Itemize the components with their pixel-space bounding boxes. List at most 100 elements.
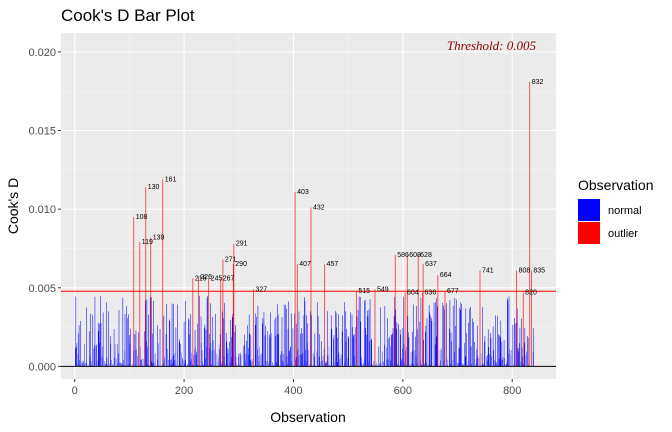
bar-normal <box>312 353 314 367</box>
bar-normal <box>82 363 83 367</box>
bar-normal <box>318 356 320 367</box>
y-axis-label: Cook's D <box>5 178 21 234</box>
bar-normal <box>313 356 315 367</box>
bar-normal <box>450 363 451 367</box>
bar-normal <box>376 362 377 367</box>
bar-normal <box>210 303 211 367</box>
normal-bars <box>74 295 534 367</box>
bar-normal <box>500 320 502 367</box>
bar-normal <box>79 365 81 367</box>
bar-normal <box>93 348 95 367</box>
bar-normal <box>393 315 395 367</box>
bar-outlier <box>150 237 152 367</box>
bar-normal <box>231 317 233 367</box>
bar-normal <box>91 365 92 367</box>
bar-normal <box>371 364 373 367</box>
x-tick-label: 800 <box>503 385 521 397</box>
bar-normal <box>289 347 291 367</box>
bar-normal <box>227 353 229 367</box>
bar-normal <box>171 303 173 367</box>
bar-normal <box>290 346 292 367</box>
bar-normal <box>249 333 251 367</box>
bar-normal <box>355 327 357 367</box>
bar-normal <box>416 362 418 367</box>
bar-normal <box>276 361 277 367</box>
bar-normal <box>112 363 113 367</box>
bar-normal <box>274 319 276 367</box>
bar-normal <box>144 300 146 367</box>
bar-normal <box>380 307 381 367</box>
bar-normal <box>175 365 176 367</box>
bar-normal <box>191 359 193 367</box>
bar-normal <box>412 331 413 367</box>
bar-normal <box>364 299 366 367</box>
bar-normal <box>435 298 437 367</box>
bar-normal <box>102 312 104 367</box>
bar-normal <box>512 324 514 367</box>
bar-normal <box>495 315 496 367</box>
bar-normal <box>498 358 500 367</box>
bar-normal <box>218 357 219 367</box>
bar-normal <box>172 355 174 367</box>
outlier-label: 139 <box>153 234 165 241</box>
bar-normal <box>464 343 465 367</box>
outlier-label: 549 <box>377 286 389 293</box>
bar-normal <box>124 350 125 367</box>
bar-normal <box>489 365 490 367</box>
bar-normal <box>444 309 445 367</box>
bar-normal <box>106 302 107 367</box>
bar-normal <box>179 339 180 367</box>
bar-normal <box>277 304 278 367</box>
bar-normal <box>467 361 469 367</box>
bar-normal <box>319 334 321 367</box>
bar-normal <box>240 355 242 367</box>
bar-normal <box>128 365 130 367</box>
bar-normal <box>362 363 364 367</box>
bar-normal <box>163 315 165 367</box>
bar-normal <box>403 343 405 367</box>
bar-normal <box>204 324 206 367</box>
bar-normal <box>329 365 330 367</box>
bar-normal <box>458 347 460 367</box>
bar-outlier <box>208 278 210 367</box>
bar-normal <box>180 364 182 367</box>
bar-normal <box>120 362 121 367</box>
bar-normal <box>498 334 499 367</box>
bar-normal <box>521 318 522 367</box>
bar-normal <box>455 325 456 367</box>
bar-normal <box>532 352 534 367</box>
bar-normal <box>298 355 299 367</box>
bar-normal <box>333 338 334 367</box>
bar-normal <box>358 296 360 367</box>
bar-normal <box>409 365 411 367</box>
bar-normal <box>369 341 370 367</box>
bar-normal <box>313 365 314 367</box>
bar-normal <box>89 356 91 367</box>
bar-normal <box>338 352 340 367</box>
bar-normal <box>401 360 403 367</box>
bar-normal <box>157 359 159 367</box>
bar-normal <box>390 360 392 367</box>
bar-normal <box>75 296 77 367</box>
bar-normal <box>510 354 511 367</box>
bar-normal <box>125 365 127 367</box>
bar-normal <box>370 365 371 367</box>
bar-normal <box>504 364 506 367</box>
bar-normal <box>354 356 356 367</box>
bar-normal <box>184 363 185 367</box>
bar-normal <box>169 319 170 367</box>
bar-normal <box>375 364 376 367</box>
bar-normal <box>152 333 153 367</box>
bar-normal <box>484 336 486 367</box>
bar-normal <box>363 363 364 367</box>
bar-normal <box>158 343 159 367</box>
bar-normal <box>247 354 249 367</box>
bar-normal <box>82 360 84 367</box>
bar-normal <box>104 361 106 367</box>
bar-outlier <box>417 254 419 367</box>
bar-normal <box>190 352 192 367</box>
bar-normal <box>119 362 120 367</box>
bar-normal <box>322 360 323 367</box>
bar-normal <box>76 346 77 367</box>
outlier-label: 130 <box>148 184 160 191</box>
